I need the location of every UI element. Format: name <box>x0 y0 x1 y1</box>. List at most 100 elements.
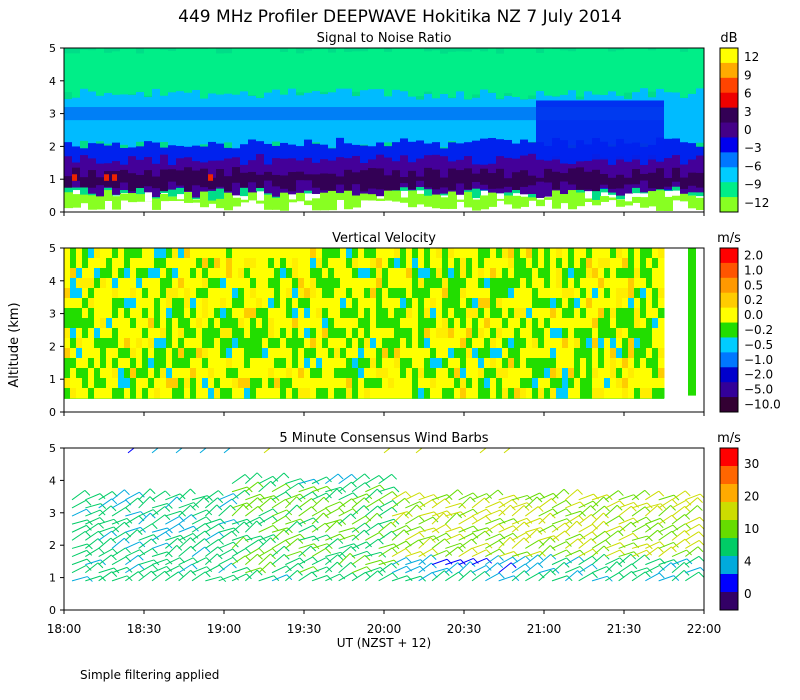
vv-cell <box>190 388 197 399</box>
vv-cell <box>298 358 305 369</box>
wind-barb <box>271 515 287 525</box>
vv-cell <box>442 358 449 369</box>
wind-barb-flag <box>286 565 292 572</box>
vv-cell <box>160 368 167 379</box>
vv-cell <box>610 318 617 329</box>
vv-cell <box>484 258 491 269</box>
wind-barb-flag <box>326 543 333 550</box>
vv-cell <box>256 368 263 379</box>
wind-barb <box>285 478 301 485</box>
vv-cell <box>634 358 641 369</box>
snr-cell <box>248 192 257 201</box>
vv-cell <box>82 308 89 319</box>
vv-cell <box>562 288 569 299</box>
vv-cell <box>166 298 173 309</box>
snr-cell <box>256 48 265 98</box>
wind-barb <box>565 549 581 557</box>
vv-cell <box>202 308 209 319</box>
vv-cell <box>82 268 89 279</box>
vv-cell <box>268 348 275 359</box>
snr-cell <box>88 50 97 92</box>
wind-barb <box>525 550 541 558</box>
vv-cell <box>286 298 293 309</box>
snr-cell <box>504 195 513 205</box>
vv-cell <box>466 328 473 339</box>
snr-cell <box>640 197 649 208</box>
wind-barb-flag <box>563 488 570 495</box>
vv-cell <box>322 298 329 309</box>
vv-cell <box>430 268 437 279</box>
vv-cell <box>316 338 323 349</box>
vv-cell <box>616 368 623 379</box>
wind-barb <box>445 571 460 582</box>
wind-barb <box>138 564 153 574</box>
vv-cell <box>310 358 317 369</box>
wind-barb-flag <box>525 555 531 562</box>
wind-barb <box>218 498 233 509</box>
vv-cell <box>142 248 149 259</box>
wind-barb <box>618 517 634 525</box>
wind-barb-flag <box>698 523 704 530</box>
colorbar-units: m/s <box>717 431 741 446</box>
vv-cell <box>340 268 347 279</box>
vv-cell <box>208 248 215 259</box>
vv-cell <box>490 348 497 359</box>
snr-cell <box>192 199 201 203</box>
vv-cell <box>256 298 263 309</box>
wind-barb-flag <box>340 486 347 493</box>
vv-cell <box>454 248 461 259</box>
vv-cell <box>298 298 305 309</box>
snr-cell <box>144 48 153 96</box>
vv-cell <box>436 268 443 279</box>
vv-cell <box>424 298 431 309</box>
wind-barb <box>231 555 246 566</box>
wind-barb <box>565 565 581 574</box>
snr-cell <box>520 196 529 207</box>
wind-barb <box>378 486 395 493</box>
wind-barb-flag <box>526 517 533 524</box>
vv-cell <box>436 388 443 399</box>
vv-cell <box>550 338 557 349</box>
wind-barb-flag <box>136 529 143 536</box>
vv-cell <box>358 348 365 359</box>
wind-barb <box>485 523 500 533</box>
vv-cell <box>652 348 659 359</box>
wind-barb-flag <box>418 515 425 522</box>
vv-cell <box>280 248 287 259</box>
vv-cell <box>532 328 539 339</box>
vv-cell <box>202 278 209 289</box>
vv-cell <box>490 328 497 339</box>
snr-cell <box>360 170 369 192</box>
vv-cell <box>448 268 455 279</box>
vv-cell <box>148 288 155 299</box>
plot-area <box>71 448 704 583</box>
vv-cell <box>490 288 497 299</box>
vv-cell <box>196 298 203 309</box>
vv-cell <box>208 368 215 379</box>
vv-cell <box>508 248 515 259</box>
vv-cell <box>274 248 281 259</box>
vv-cell <box>136 288 143 299</box>
wind-barb <box>511 537 525 549</box>
vv-cell <box>610 378 617 389</box>
vv-cell <box>292 258 299 269</box>
vv-cell <box>538 288 545 299</box>
vv-cell <box>64 258 71 269</box>
snr-region <box>64 107 664 121</box>
wind-barb-flag <box>645 516 652 523</box>
vv-cell <box>394 298 401 309</box>
wind-barb <box>258 480 272 493</box>
vv-cell <box>406 388 413 399</box>
colorbar-swatch <box>720 382 738 398</box>
vv-cell <box>316 298 323 309</box>
wind-barb <box>205 531 220 541</box>
vv-cell <box>406 318 413 329</box>
wind-barb <box>231 536 244 549</box>
wind-barb <box>285 550 301 558</box>
vv-cell <box>442 328 449 339</box>
vv-cell <box>172 288 179 299</box>
vv-cell <box>148 388 155 399</box>
wind-barb-flag <box>391 491 398 497</box>
vv-cell <box>70 268 77 279</box>
wind-barb-flag <box>217 546 224 553</box>
